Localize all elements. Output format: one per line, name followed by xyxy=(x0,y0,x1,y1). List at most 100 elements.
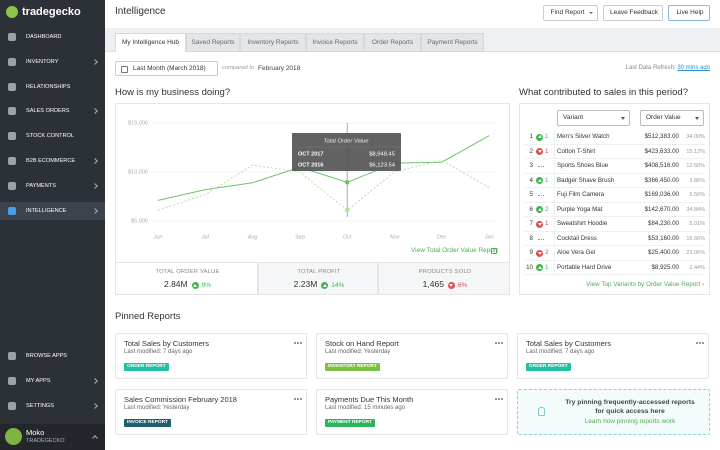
no-change xyxy=(538,238,544,240)
card-modified: Last modified: 7 days ago xyxy=(526,349,595,355)
refresh-value[interactable]: 30 mins ago xyxy=(677,65,710,71)
empty-link[interactable]: Learn how pinning reports work xyxy=(584,418,676,425)
empty-text: Try pinning frequently-accessed reports … xyxy=(565,399,695,415)
menu-dot xyxy=(501,398,503,400)
nav-label: B2B ECOMMERCE xyxy=(26,158,76,164)
nav-icon xyxy=(8,402,16,410)
report-card[interactable]: Payments Due This Month Last modified: 15… xyxy=(316,389,508,435)
change: 1 xyxy=(545,133,549,140)
section-title: What contributed to sales in this period… xyxy=(519,87,688,98)
header-button[interactable]: Find Report xyxy=(543,5,598,21)
header-button[interactable]: Live Help xyxy=(668,5,710,21)
rank: 5 xyxy=(529,191,533,198)
tab[interactable]: Inventory Reports xyxy=(240,33,306,52)
header-button[interactable]: Leave Feedback xyxy=(603,5,663,21)
tab[interactable]: Saved Reports xyxy=(186,33,240,52)
nav-item[interactable]: DASHBOARD xyxy=(0,28,105,46)
section-title: How is my business doing? xyxy=(115,87,231,98)
variant-name: Fuji Film Camera xyxy=(557,191,605,198)
arrow-glyph xyxy=(449,284,454,287)
date-picker[interactable]: Last Month (March 2018) xyxy=(115,61,218,76)
report-link[interactable]: View Total Order Value Report xyxy=(410,247,498,254)
menu-dot xyxy=(294,398,296,400)
nav-label: INVENTORY xyxy=(26,58,59,65)
user-panel[interactable]: Moko TRADEGECKO xyxy=(0,424,105,450)
summary-value: 1,465 xyxy=(422,279,444,289)
contributor-row: 10 1 Portable Hard Drive $8,925.00 2.44% xyxy=(524,260,705,275)
change-icon xyxy=(536,133,543,141)
variant-border xyxy=(554,188,555,203)
nav-label: DASHBOARD xyxy=(26,34,62,40)
no-change xyxy=(538,166,544,167)
share: 23.06% xyxy=(686,250,705,256)
tab[interactable]: My Intelligence Hub xyxy=(115,33,186,52)
arrow-glyph xyxy=(537,251,542,255)
rank: 8 xyxy=(529,234,533,242)
change-icon xyxy=(536,206,543,213)
report-card[interactable]: Sales Commission February 2018 Last modif… xyxy=(115,389,307,435)
summary-line: 2.23M 14% xyxy=(259,279,379,289)
share: 15.66% xyxy=(686,235,705,242)
report-card[interactable]: Stock on Hand Report Last modified: Yeste… xyxy=(316,333,508,379)
rank: 10 xyxy=(526,263,533,271)
contributor-row: 2 1 Cotton T-Shirt $423,633.00 15.12% xyxy=(524,144,705,159)
report-card[interactable]: Total Sales by Customers Last modified: 7… xyxy=(115,333,307,379)
summary-label: TOTAL PROFIT xyxy=(297,269,341,275)
nav-item[interactable]: INTELLIGENCE xyxy=(0,201,105,220)
variant-border xyxy=(554,130,555,145)
summary-line: 1,465 6% xyxy=(379,279,511,289)
nav-item[interactable]: RELATIONSHIPS xyxy=(0,78,105,96)
change: 1 xyxy=(545,263,549,271)
menu-dot xyxy=(699,342,701,344)
user-company: TRADEGECKO xyxy=(26,438,65,444)
summary-value: 2.23M xyxy=(293,279,318,289)
button-label: Find Report xyxy=(550,9,585,16)
nav-item[interactable]: SALES ORDERS xyxy=(0,102,105,120)
tab[interactable]: Payment Reports xyxy=(421,33,484,52)
nav-icon xyxy=(8,132,16,141)
order-value: $169,036.00 xyxy=(644,191,679,198)
nav-icon xyxy=(8,352,16,360)
variant-border xyxy=(554,159,555,174)
pin-icon xyxy=(538,407,545,416)
dropdown-label: Variant xyxy=(563,114,584,121)
nav-item[interactable]: SETTINGS xyxy=(0,397,105,415)
summary-change: 14% xyxy=(331,282,345,289)
nav-item[interactable]: STOCK CONTROL xyxy=(0,127,105,145)
nav-item[interactable]: PAYMENTS xyxy=(0,177,105,195)
card-title: Total Sales by Customers xyxy=(124,339,210,348)
nav-icon xyxy=(8,206,16,215)
arrow-glyph xyxy=(537,150,542,153)
share: 5.01% xyxy=(689,221,705,227)
tab[interactable]: Invoice Reports xyxy=(306,33,364,52)
share: 34.00% xyxy=(686,134,705,140)
nav-icon xyxy=(8,377,16,385)
summary-line: 2.84M 9% xyxy=(116,279,259,289)
nav-item[interactable]: MY APPS xyxy=(0,372,105,390)
nav-item[interactable]: B2B ECOMMERCE xyxy=(0,152,105,170)
arrow-glyph xyxy=(322,283,327,287)
report-link[interactable]: View Top Variants by Order Value Report … xyxy=(586,281,704,288)
tab[interactable]: Order Reports xyxy=(364,33,421,52)
sidebar: tradegecko DASHBOARD INVENTORY RELATIONSHIP… xyxy=(0,0,105,450)
nav-item[interactable]: INVENTORY xyxy=(0,53,105,71)
dropdown[interactable]: Order Value xyxy=(640,110,704,126)
arrow-glyph xyxy=(537,178,542,182)
report-card[interactable]: Total Sales by Customers Last modified: 7… xyxy=(517,333,709,379)
order-value: $25,400.00 xyxy=(648,249,679,256)
summary-card: PRODUCTS SOLD 1,465 6% xyxy=(378,262,510,295)
variant-name: Sports Shoes Blue xyxy=(557,162,609,169)
change: 1 xyxy=(545,176,549,184)
arrow-glyph xyxy=(537,135,542,138)
variant-border xyxy=(554,231,555,246)
chevron-icon xyxy=(92,58,98,65)
nav-label: BROWSE APPS xyxy=(26,353,68,359)
variant-name: Cotton T-Shirt xyxy=(557,147,596,155)
share: 34.84% xyxy=(686,206,705,213)
nav-icon xyxy=(8,181,16,190)
nav-item[interactable]: BROWSE APPS xyxy=(0,347,105,365)
summary-card: TOTAL PROFIT 2.23M 14% xyxy=(258,262,378,295)
dropdown[interactable]: Variant xyxy=(557,110,630,126)
nav-icon xyxy=(8,82,16,91)
